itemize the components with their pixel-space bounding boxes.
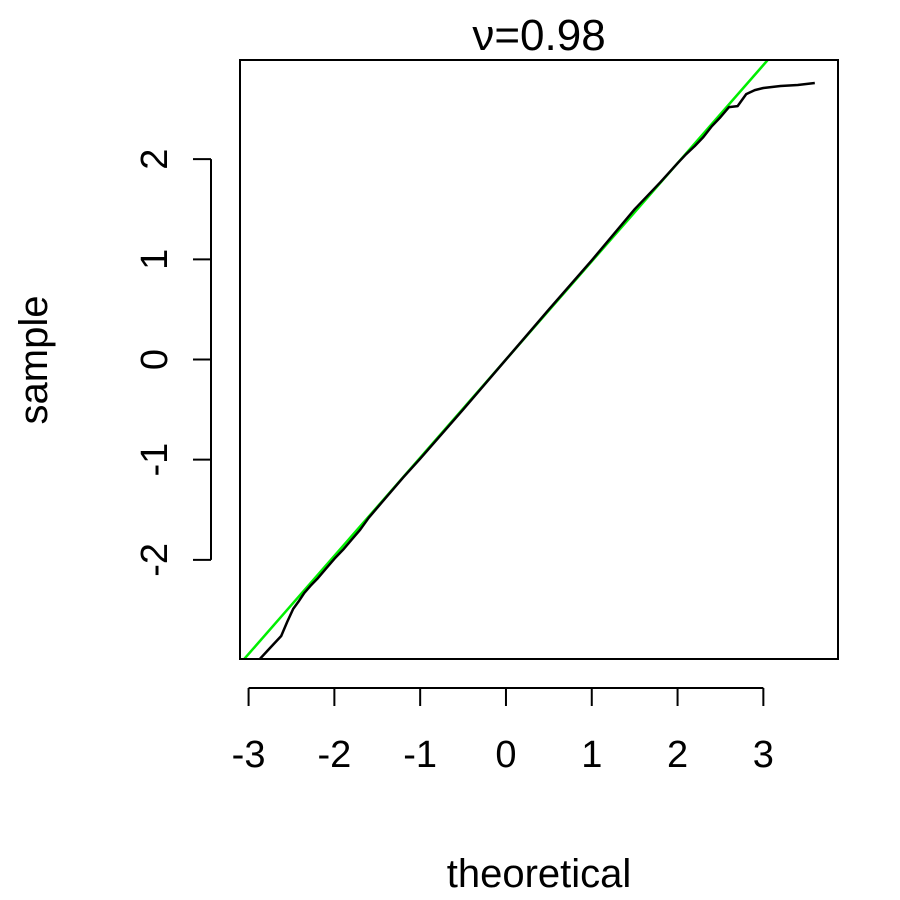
y-tick-label: 2	[134, 149, 176, 170]
y-axis: -2 -1 0 1 2	[134, 149, 212, 577]
x-tick-label: -1	[403, 734, 437, 776]
x-axis: -3 -2 -1 0 1 2 3	[232, 687, 774, 776]
x-tick-label: -2	[317, 734, 351, 776]
y-tick-label: -1	[134, 443, 176, 477]
x-tick-label: 1	[581, 734, 602, 776]
x-tick-label: 2	[667, 734, 688, 776]
y-tick-label: -2	[134, 543, 176, 577]
plot-frame	[239, 59, 839, 660]
y-axis-title: sample	[12, 296, 56, 425]
y-tick-label: 1	[134, 249, 176, 270]
chart-title: ν=0.98	[472, 11, 605, 60]
x-axis-title: theoretical	[447, 852, 632, 896]
sample-quantile-line	[258, 81, 815, 659]
x-tick-label: 0	[495, 734, 516, 776]
plot-content	[242, 60, 815, 659]
y-tick-label: 0	[134, 349, 176, 370]
x-tick-label: -3	[232, 734, 266, 776]
x-tick-label: 3	[753, 734, 774, 776]
